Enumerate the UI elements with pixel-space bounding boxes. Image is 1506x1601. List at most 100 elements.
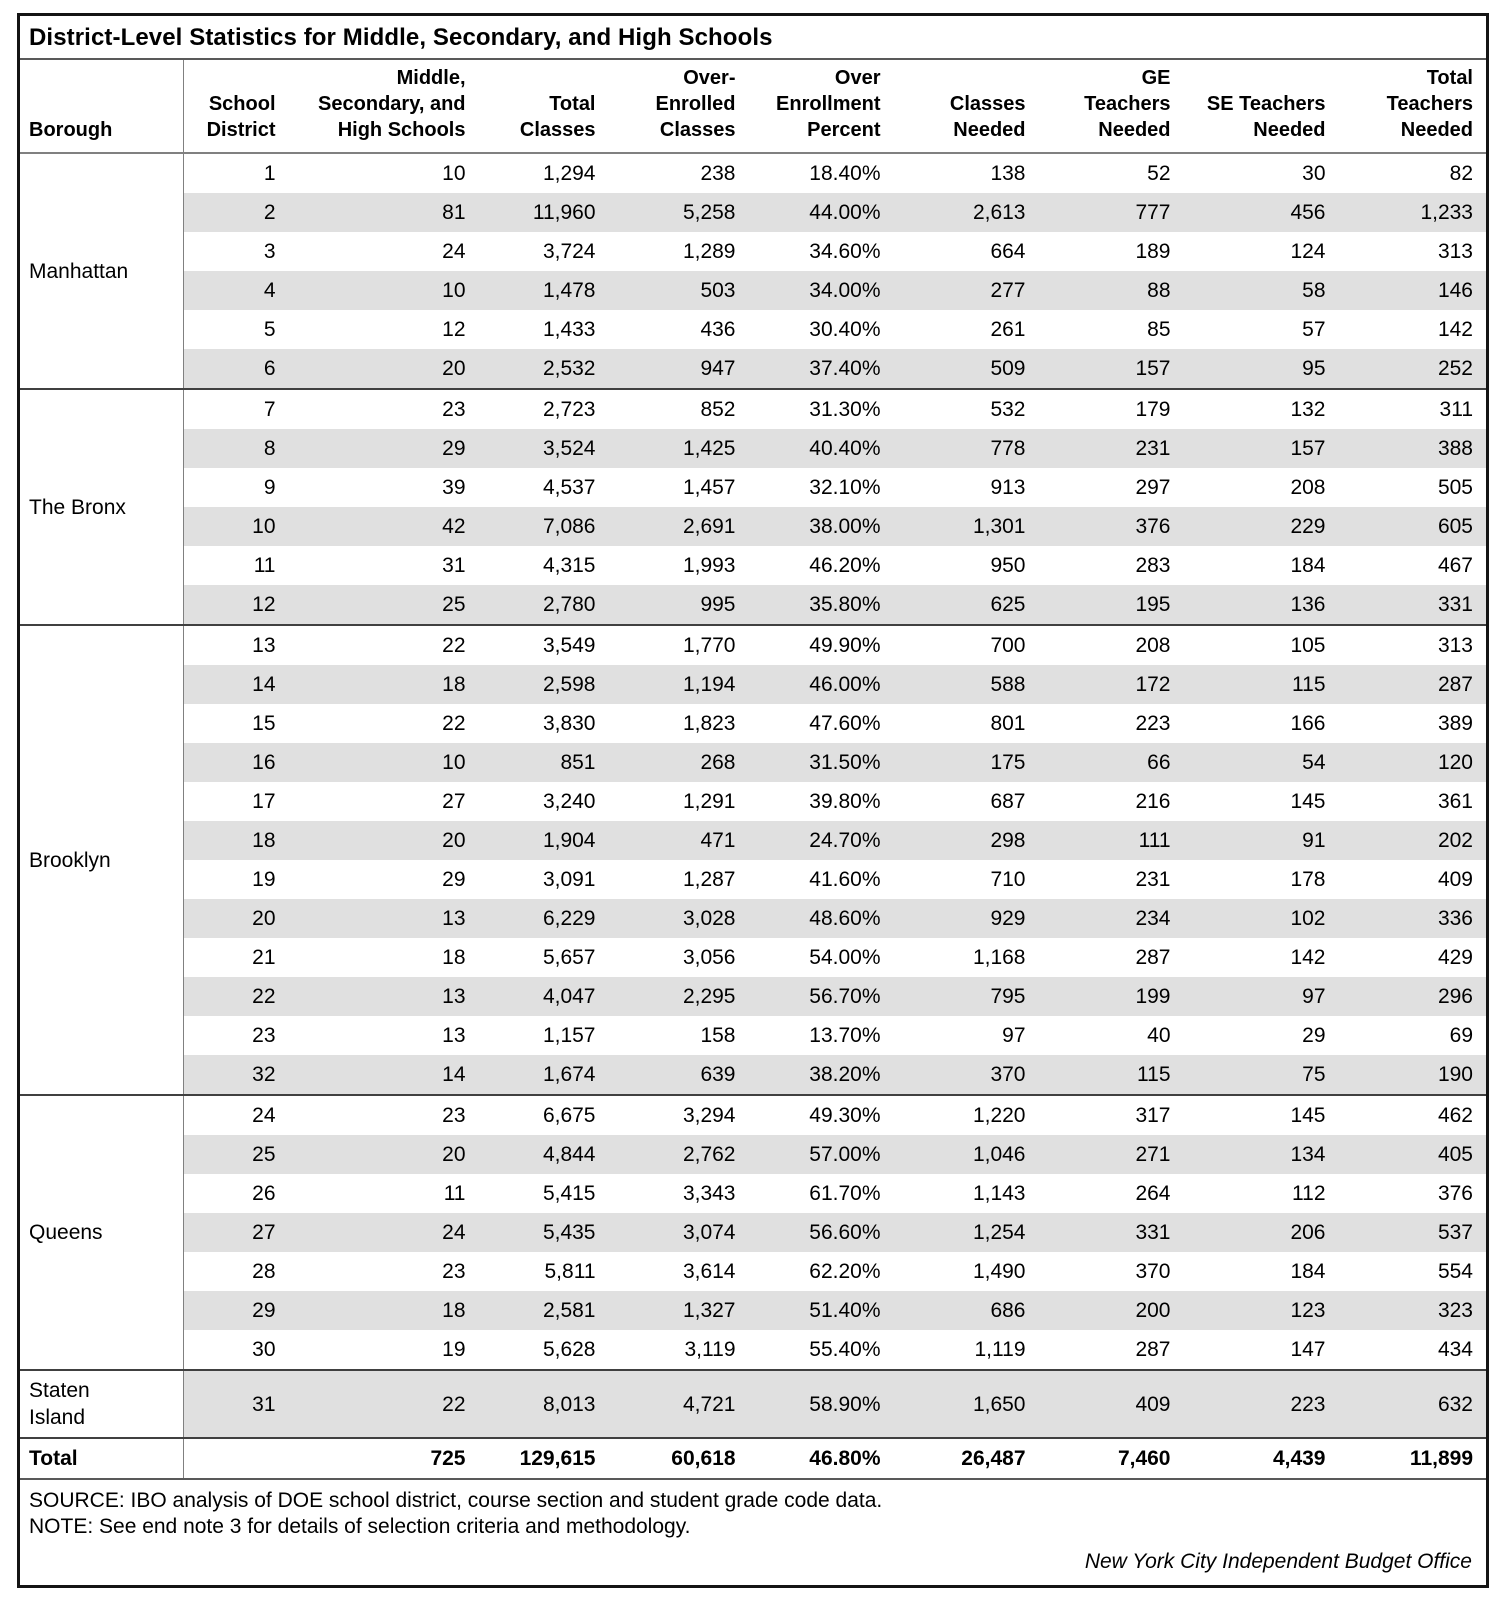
value-cell: 1,046: [893, 1135, 1039, 1174]
value-cell: 54.00%: [809, 946, 881, 969]
value-cell: 298: [893, 821, 1039, 860]
district-cell: 10: [183, 507, 289, 546]
total-value-cell: 26,487: [893, 1437, 1039, 1479]
total-value-cell: 7,460: [1038, 1437, 1184, 1479]
value-cell: 85: [1147, 318, 1171, 341]
value-cell: 532: [893, 388, 1039, 429]
value-cell: 2,691: [608, 507, 749, 546]
column-header-over-enrolled-classes: Over- Enrolled Classes: [608, 59, 749, 154]
district-cell: 9: [263, 476, 276, 499]
value-cell: 111: [1038, 821, 1184, 860]
value-cell: 283: [1135, 554, 1171, 577]
value-cell: 3,119: [684, 1338, 736, 1361]
table-row-district-13: Brooklyn 13 22 3,549 1,770 49.90% 700 208 105 313: [18, 624, 1488, 1095]
district-cell: 22: [183, 977, 289, 1016]
value-cell: 287: [1135, 946, 1171, 969]
table-row-district-4: 4 10 1,478 503 34.00% 277 88 58 146: [19, 271, 1488, 310]
total-value-cell: 725: [288, 1437, 479, 1479]
value-cell: 456: [1183, 193, 1339, 232]
table-row-district-27: 27 24 5,435 3,074 56.60% 1,254 331 206 537: [19, 1213, 1488, 1252]
value-cell: 157: [1038, 349, 1184, 389]
value-cell: 1,490: [972, 1260, 1026, 1283]
value-cell: 29: [288, 429, 479, 468]
value-cell: 229: [1183, 507, 1339, 546]
value-cell: 3,240: [542, 790, 596, 813]
value-cell: 471: [608, 821, 749, 860]
total-value-cell: [183, 1437, 289, 1479]
district-cell: 25: [183, 1135, 289, 1174]
district-cell: 24: [183, 1094, 289, 1135]
value-cell: 120: [1338, 743, 1488, 782]
value-cell: 35.80%: [748, 585, 894, 625]
value-cell: 88: [1038, 271, 1184, 310]
value-cell: 1,119: [974, 1338, 1026, 1361]
value-cell: 429: [1437, 946, 1473, 969]
district-cell: 19: [252, 868, 276, 891]
value-cell: 34.60%: [809, 240, 881, 263]
value-cell: 3,830: [542, 712, 596, 735]
value-cell: 18: [288, 665, 479, 704]
value-cell: 31.50%: [748, 743, 894, 782]
column-header-classes-needed: Classes Needed: [893, 59, 1039, 154]
value-cell: 795: [893, 977, 1039, 1016]
value-cell: 503: [608, 271, 749, 310]
value-cell: 32.10%: [809, 476, 881, 499]
value-cell: 5,435: [478, 1213, 609, 1252]
value-cell: 11: [443, 1182, 466, 1205]
value-cell: 184: [1290, 1260, 1326, 1283]
value-cell: 4,047: [478, 977, 609, 1016]
table-row-district-19: 19 29 3,091 1,287 41.60% 710 231 178 409: [19, 860, 1488, 899]
value-cell: 200: [1038, 1291, 1184, 1330]
value-cell: 22: [288, 624, 479, 665]
value-cell: 370: [893, 1055, 1039, 1095]
value-cell: 124: [1290, 240, 1326, 263]
source-note: SOURCE: IBO analysis of DOE school distr…: [29, 1489, 883, 1512]
value-cell: 14: [288, 1055, 479, 1095]
table-row-district-29: 29 18 2,581 1,327 51.40% 686 200 123 323: [19, 1291, 1488, 1330]
table-row-district-24: Queens 24 23 6,675 3,294 49.30% 1,220 317 145 462: [18, 1094, 1488, 1370]
district-cell: 30: [252, 1338, 276, 1361]
value-cell: 1,650: [893, 1369, 1039, 1438]
value-cell: 75: [1183, 1055, 1339, 1095]
borough-cell: Manhattan: [18, 152, 184, 389]
value-cell: 42: [288, 507, 479, 546]
value-cell: 777: [1038, 193, 1184, 232]
table-row-district-9: 9 39 4,537 1,457 32.10% 913 297 208 505: [19, 468, 1488, 507]
district-cell: 28: [252, 1260, 276, 1283]
column-header-borough: Borough: [18, 59, 184, 154]
value-cell: 405: [1338, 1135, 1488, 1174]
value-cell: 271: [1038, 1135, 1184, 1174]
value-cell: 82: [1338, 152, 1488, 193]
value-cell: 10: [288, 271, 479, 310]
value-cell: 389: [1437, 712, 1473, 735]
value-cell: 4,721: [608, 1369, 749, 1438]
district-cell: 17: [252, 790, 276, 813]
value-cell: 700: [893, 624, 1039, 665]
value-cell: 57.00%: [748, 1135, 894, 1174]
value-cell: 1,457: [682, 476, 736, 499]
value-cell: 3,091: [542, 868, 596, 891]
value-cell: 2,613: [893, 193, 1039, 232]
value-cell: 261: [990, 318, 1026, 341]
district-cell: 2: [183, 193, 289, 232]
value-cell: 30: [1183, 152, 1339, 193]
value-cell: 1,478: [478, 271, 609, 310]
value-cell: 223: [1135, 712, 1171, 735]
value-cell: 5,628: [542, 1338, 596, 1361]
district-cell: 23: [252, 1024, 276, 1047]
value-cell: 1,287: [682, 868, 736, 891]
table-row-district-26: 26 11 5,415 3,343 61.70% 1,143 264 112 376: [19, 1174, 1488, 1213]
value-cell: 2,780: [478, 585, 609, 625]
value-cell: 31.30%: [748, 388, 894, 429]
value-cell: 142: [1437, 318, 1473, 341]
value-cell: 55.40%: [809, 1338, 881, 1361]
title-row: District-Level Statistics for Middle, Se…: [18, 14, 1488, 60]
value-cell: 24: [288, 1213, 479, 1252]
value-cell: 1,291: [682, 790, 736, 813]
value-cell: 40: [1147, 1024, 1171, 1047]
table-row-district-14: 14 18 2,598 1,194 46.00% 588 172 115 287: [19, 665, 1488, 704]
value-cell: 97: [1183, 977, 1339, 1016]
value-cell: 199: [1038, 977, 1184, 1016]
district-cell: 20: [183, 899, 289, 938]
